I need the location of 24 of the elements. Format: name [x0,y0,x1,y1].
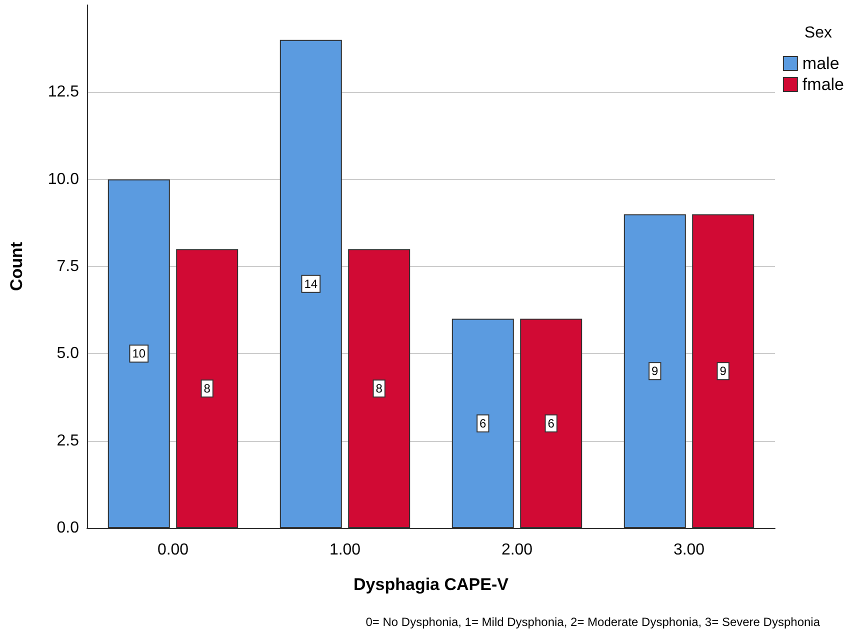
y-tick-label: 7.5 [56,258,80,275]
data-label: 9 [652,364,659,378]
legend-label: fmale [802,75,844,94]
y-tick-label: 5.0 [56,345,80,362]
y-axis-title: Count [7,242,26,292]
data-label: 10 [132,346,146,361]
y-tick-label: 2.5 [56,432,80,450]
legend-label: male [802,54,840,73]
y-tick-label: 12.5 [48,84,80,101]
legend-title: Sex [804,24,832,42]
x-tick-label: 3.00 [673,542,705,558]
y-tick-label: 0.0 [56,520,80,536]
data-label: 6 [480,416,487,430]
text: 0= No Dysphonia, 1= Mild Dysphonia, 2= Moderate Dysphonia, 3= Severe Dysphonia [366,615,820,629]
data-label: 8 [376,382,383,396]
x-axis-title: Dysphagia CAPE-V [354,575,510,594]
data-label: 6 [548,416,555,430]
x-tick-label: 1.00 [329,542,361,558]
data-label: 14 [304,276,318,291]
data-label: 8 [204,382,211,396]
x-tick-label: 2.00 [501,542,533,558]
data-label: 9 [720,364,727,378]
y-tick-label: 10.0 [48,170,80,188]
x-tick-label: 0.00 [157,542,189,558]
